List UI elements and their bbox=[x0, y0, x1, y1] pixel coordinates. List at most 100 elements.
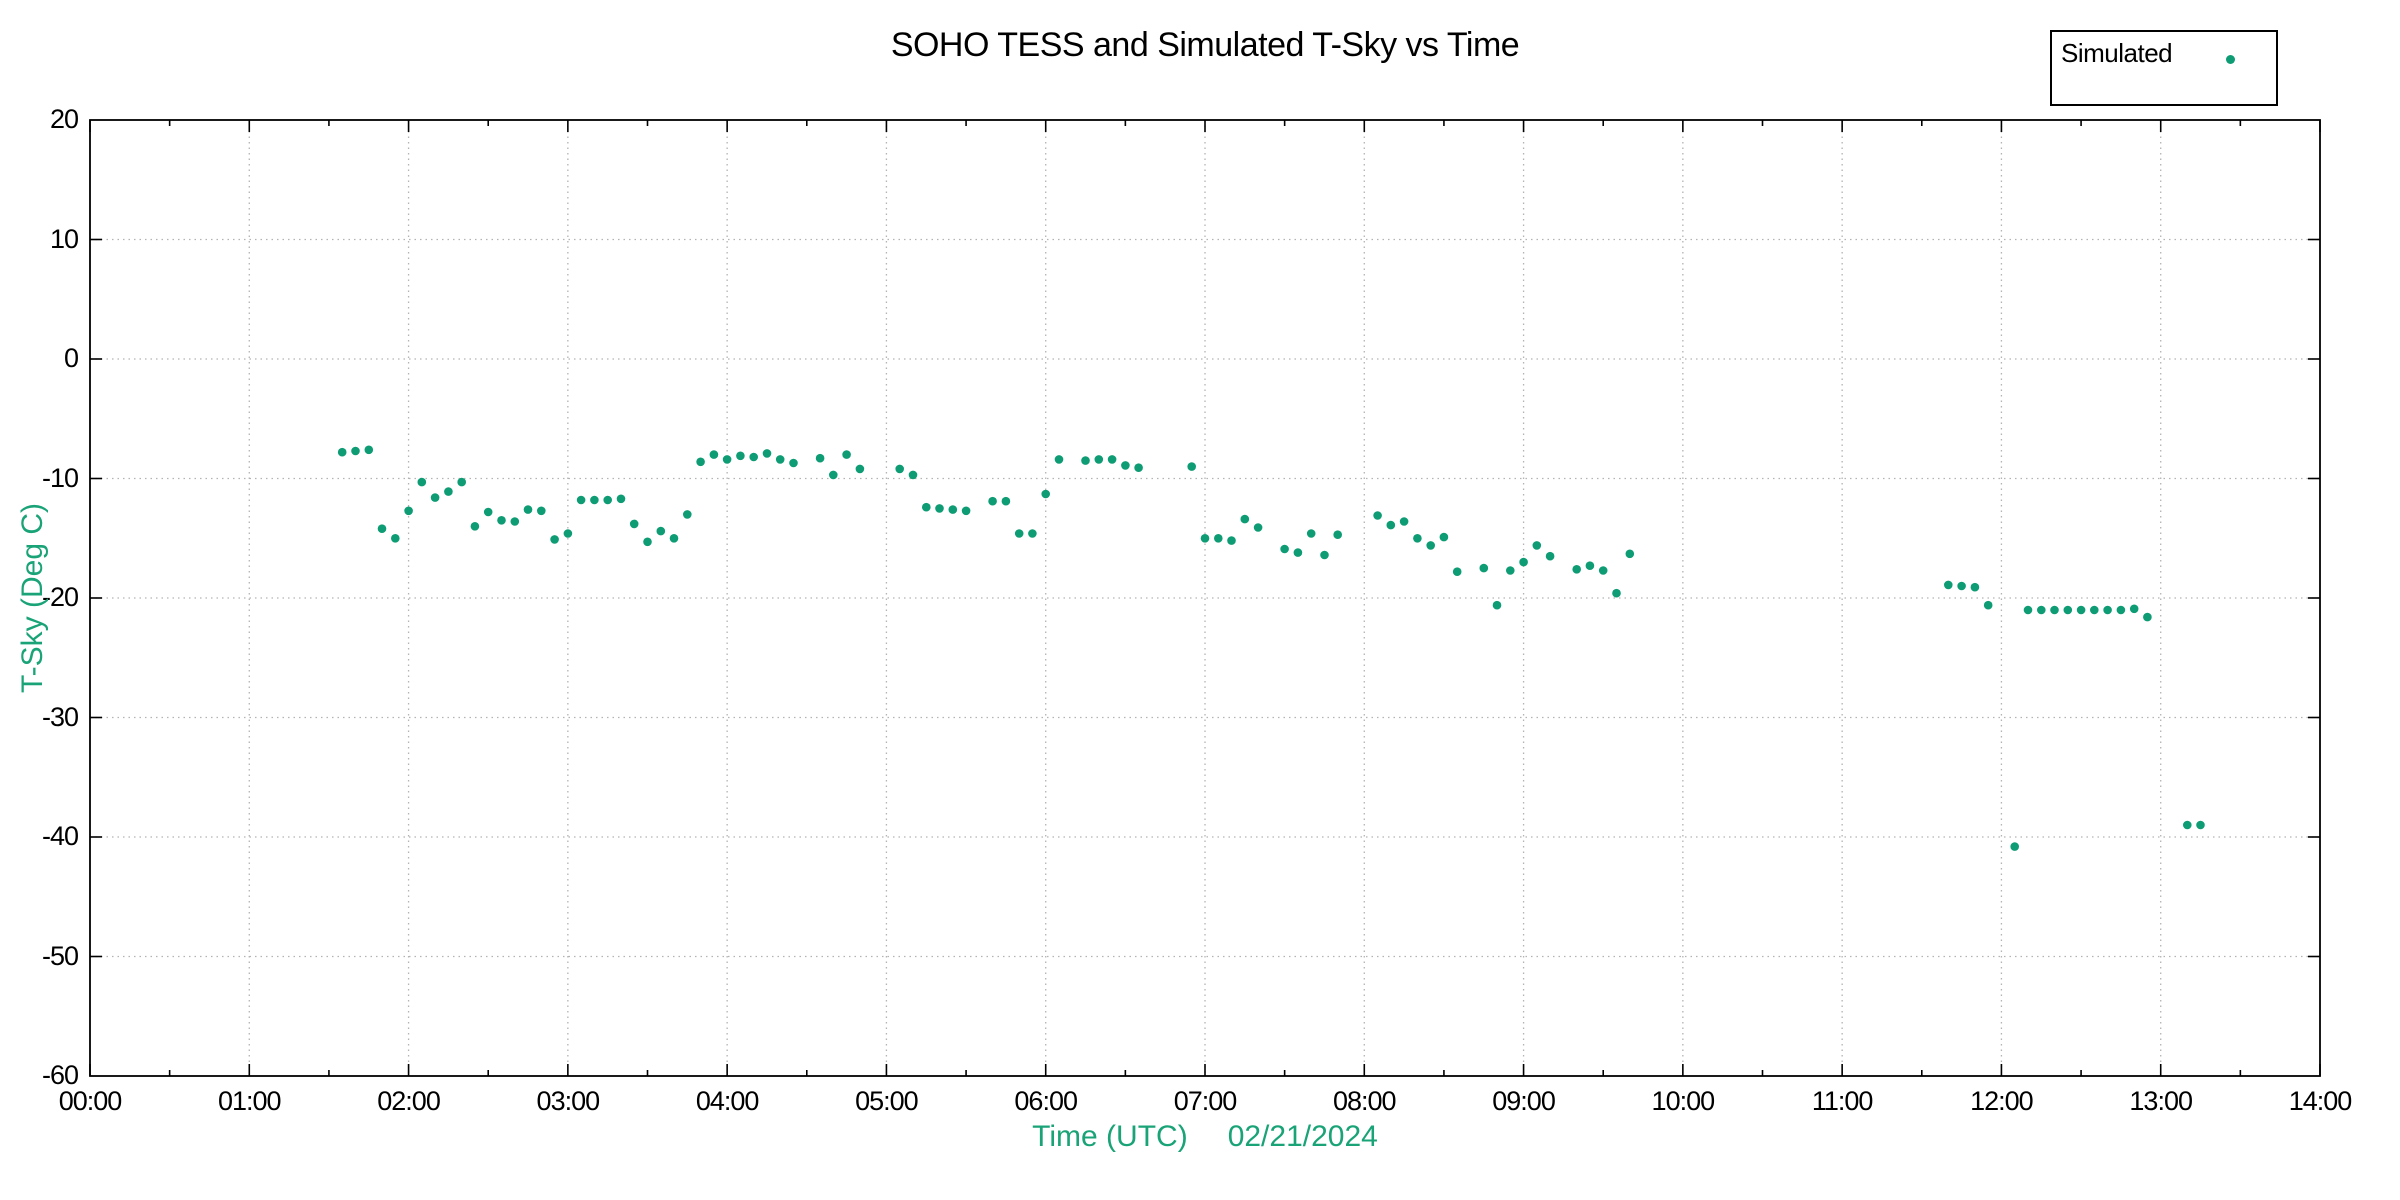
data-point bbox=[988, 496, 997, 506]
data-point bbox=[457, 477, 467, 487]
data-point bbox=[537, 506, 546, 516]
data-point bbox=[935, 504, 944, 513]
x-tick-label: 00:00 bbox=[58, 1086, 123, 1116]
data-point bbox=[2076, 605, 2086, 615]
data-point bbox=[948, 505, 958, 514]
data-point bbox=[2023, 605, 2033, 615]
x-tick-label: 02:00 bbox=[377, 1086, 441, 1116]
data-point bbox=[2090, 605, 2099, 615]
data-point bbox=[1333, 530, 1342, 539]
data-point bbox=[1293, 548, 1303, 557]
data-point bbox=[1598, 566, 1608, 575]
x-tick-label: 06:00 bbox=[1014, 1086, 1078, 1116]
data-point bbox=[444, 487, 453, 496]
x-tick-label: 11:00 bbox=[1811, 1086, 1874, 1116]
data-point bbox=[1134, 463, 1143, 473]
data-point bbox=[789, 458, 798, 468]
data-point bbox=[829, 470, 838, 480]
x-tick-label: 12:00 bbox=[1970, 1086, 2034, 1116]
data-point bbox=[961, 506, 971, 516]
y-tick-label: 0 bbox=[63, 343, 79, 373]
data-point bbox=[1532, 541, 1542, 550]
data-point bbox=[391, 534, 400, 543]
data-point bbox=[1572, 565, 1581, 574]
data-point bbox=[351, 446, 360, 456]
data-point bbox=[364, 445, 374, 455]
data-point bbox=[1625, 549, 1635, 559]
data-point bbox=[470, 522, 480, 531]
data-point bbox=[1983, 600, 1993, 610]
data-point bbox=[749, 452, 758, 462]
x-tick-label: 03:00 bbox=[536, 1086, 601, 1116]
data-point bbox=[1107, 455, 1117, 464]
data-point bbox=[815, 453, 825, 463]
y-tick-label: -40 bbox=[41, 821, 79, 851]
data-point bbox=[1306, 529, 1316, 538]
data-point bbox=[629, 519, 639, 529]
data-point bbox=[722, 455, 732, 464]
data-point bbox=[2063, 605, 2073, 615]
y-tick-label: 10 bbox=[49, 223, 79, 254]
data-point bbox=[1187, 462, 1196, 471]
x-tick-label: 13:00 bbox=[2129, 1086, 2193, 1116]
x-axis-date-annotation: 02/21/2024 bbox=[1227, 1120, 1378, 1153]
data-point bbox=[1054, 455, 1064, 464]
data-point bbox=[1506, 566, 1515, 575]
legend-marker-dot-icon bbox=[2226, 55, 2235, 64]
y-tick-label: -60 bbox=[41, 1060, 79, 1090]
data-point bbox=[337, 447, 347, 457]
data-point bbox=[1944, 580, 1953, 590]
data-point bbox=[1585, 561, 1595, 570]
data-point bbox=[1386, 520, 1396, 530]
data-point bbox=[683, 510, 692, 519]
x-tick-label: 10:00 bbox=[1651, 1086, 1716, 1116]
data-point bbox=[616, 494, 626, 504]
x-tick-label: 05:00 bbox=[855, 1086, 919, 1116]
y-tick-label: -20 bbox=[41, 582, 79, 612]
y-tick-label: -50 bbox=[41, 940, 79, 971]
data-point bbox=[2050, 605, 2059, 615]
data-point bbox=[842, 450, 851, 459]
data-point bbox=[603, 495, 612, 505]
y-tick-label: 20 bbox=[49, 104, 79, 134]
data-point bbox=[2103, 605, 2112, 615]
data-point bbox=[1214, 534, 1223, 543]
data-point bbox=[576, 495, 586, 505]
data-point bbox=[1519, 557, 1528, 567]
data-point bbox=[1200, 534, 1210, 543]
data-point bbox=[895, 464, 904, 474]
data-point bbox=[590, 495, 599, 505]
data-point bbox=[736, 451, 745, 461]
data-point bbox=[1545, 551, 1555, 561]
data-point bbox=[2116, 605, 2126, 615]
x-tick-label: 01:00 bbox=[217, 1086, 282, 1116]
x-axis-title-text: Time (UTC) bbox=[1032, 1120, 1188, 1153]
data-point bbox=[1280, 544, 1289, 554]
data-point bbox=[1373, 511, 1382, 520]
data-point bbox=[430, 493, 440, 502]
data-point bbox=[404, 506, 413, 516]
data-point bbox=[1413, 534, 1422, 543]
data-point bbox=[483, 507, 493, 517]
data-point bbox=[2037, 605, 2046, 615]
x-tick-label: 09:00 bbox=[1492, 1086, 1556, 1116]
data-point bbox=[417, 477, 427, 487]
data-point bbox=[563, 529, 573, 538]
data-point bbox=[510, 517, 520, 526]
data-point bbox=[1014, 529, 1024, 538]
x-tick-label: 04:00 bbox=[695, 1086, 760, 1116]
data-point bbox=[497, 516, 506, 525]
data-point bbox=[2183, 820, 2192, 830]
data-point bbox=[775, 455, 785, 464]
data-point bbox=[1227, 536, 1236, 545]
data-point bbox=[1094, 455, 1104, 464]
data-point bbox=[908, 470, 918, 480]
data-point bbox=[669, 534, 679, 543]
legend-box: Simulated bbox=[2050, 30, 2278, 106]
data-point bbox=[2129, 604, 2139, 614]
chart-title: SOHO TESS and Simulated T-Sky vs Time bbox=[890, 26, 1520, 64]
x-tick-label: 14:00 bbox=[2288, 1086, 2353, 1116]
data-point bbox=[1320, 550, 1329, 560]
